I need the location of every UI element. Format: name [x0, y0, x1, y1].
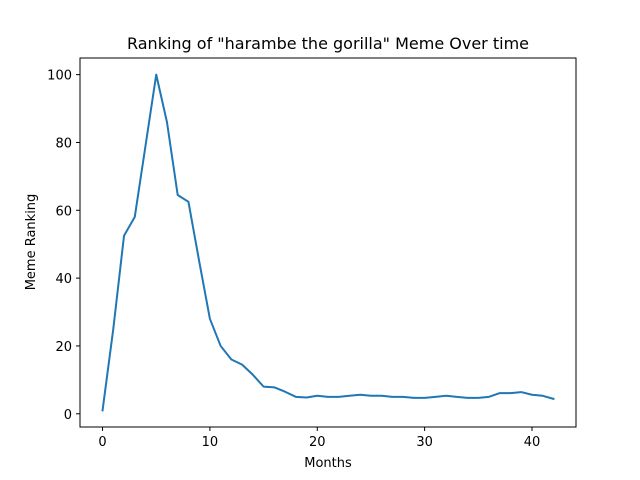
y-tick-label: 60	[55, 204, 72, 219]
x-axis: 0 10 20 30 40	[98, 427, 540, 450]
series-layer	[101, 73, 555, 412]
x-tick-label: 40	[524, 435, 541, 450]
x-tick-label: 0	[98, 435, 106, 450]
y-axis-label: Meme Ranking	[24, 194, 39, 291]
y-axis: 0 20 40 60 80 100	[47, 69, 80, 423]
chart-title: Ranking of "harambe the gorilla" Meme Ov…	[127, 34, 529, 53]
x-tick-label: 20	[309, 435, 326, 450]
y-tick-label: 20	[55, 340, 72, 355]
series-line	[101, 73, 555, 412]
x-tick-label: 10	[202, 435, 219, 450]
plot-area	[79, 57, 577, 428]
y-tick-label: 0	[64, 408, 72, 423]
y-tick-label: 40	[55, 272, 72, 287]
y-tick-label: 100	[47, 69, 72, 84]
x-tick-label: 30	[416, 435, 433, 450]
x-axis-label: Months	[304, 456, 352, 471]
y-tick-label: 80	[55, 136, 72, 151]
